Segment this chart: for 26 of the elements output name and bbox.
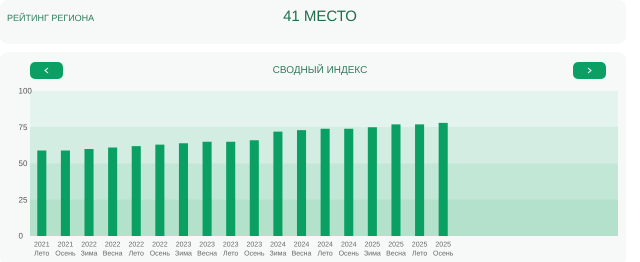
bar — [178, 143, 188, 236]
bar — [391, 124, 401, 236]
y-tick-label: 75 — [18, 122, 28, 132]
y-tick-label: 0 — [18, 232, 24, 240]
y-tick-label: 50 — [18, 159, 28, 168]
bar — [108, 148, 118, 236]
bar — [250, 140, 259, 236]
chart-title: СВОДНЫЙ ИНДЕКС — [272, 65, 368, 76]
bar — [60, 150, 70, 236]
y-tick-label: 25 — [18, 195, 28, 204]
text: 41 МЕСТО — [283, 8, 357, 25]
bar — [320, 128, 330, 236]
bar — [84, 149, 94, 236]
bar — [37, 150, 46, 236]
text: РЕЙТИНГ РЕГИОНА — [7, 13, 94, 23]
bar — [344, 128, 354, 236]
bar — [415, 124, 424, 236]
bar — [155, 144, 164, 236]
bar — [132, 146, 141, 236]
bar — [296, 130, 306, 236]
y-tick-label: 100 — [18, 86, 32, 96]
bar — [273, 132, 282, 236]
bar — [438, 122, 448, 236]
bar — [368, 127, 377, 236]
bar — [226, 142, 236, 236]
bar — [202, 142, 212, 236]
